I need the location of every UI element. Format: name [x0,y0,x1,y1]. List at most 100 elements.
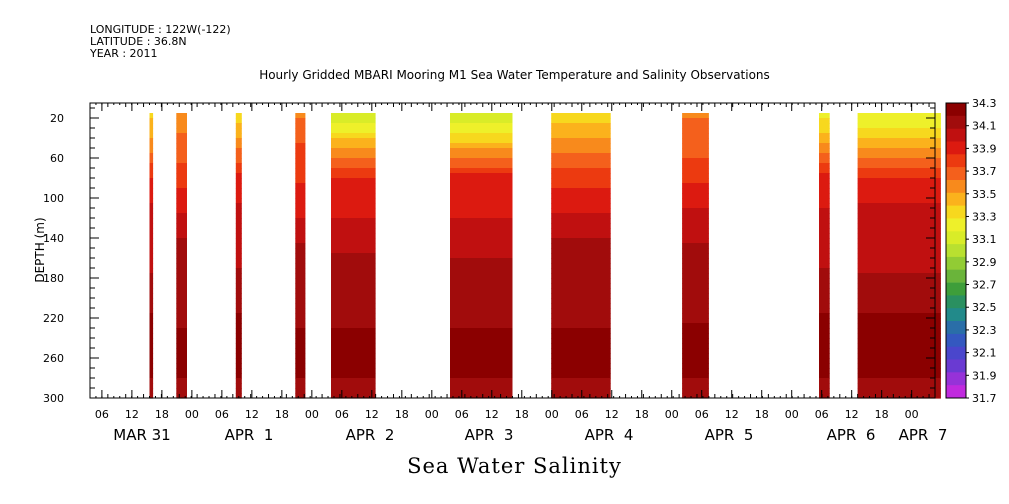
data-cell [551,298,611,304]
data-cell [235,323,242,329]
data-cell [295,338,306,344]
data-cell [235,283,242,289]
data-cell [235,333,242,339]
data-cell [551,303,611,309]
data-cell [331,153,376,159]
data-cell [819,218,830,224]
data-cell [819,158,830,164]
data-cell [295,178,306,184]
data-cell [682,168,709,174]
data-cell [819,173,830,179]
chart-title: Hourly Gridded MBARI Mooring M1 Sea Wate… [259,68,770,82]
data-cell [857,233,941,239]
data-cell [857,133,941,139]
data-cell [551,293,611,299]
data-cell [551,178,611,184]
data-cell [331,303,376,309]
data-cell [295,373,306,379]
data-cell [450,268,513,274]
data-cell [551,183,611,189]
data-cell [235,258,242,264]
data-cell [551,283,611,289]
colorbar-label: 31.7 [972,392,997,405]
x-tick-label: 18 [395,408,409,421]
data-cell [295,138,306,144]
data-cell [450,183,513,189]
data-cell [551,168,611,174]
x-tick-label: 00 [665,408,679,421]
data-cell [857,163,941,169]
data-cell [682,193,709,199]
data-cell [149,138,154,144]
data-cell [149,118,154,124]
data-cell [149,393,154,399]
data-cell [857,308,941,314]
data-cell [149,188,154,194]
data-cell [450,293,513,299]
data-cell [857,293,941,299]
data-cell [295,118,306,124]
year-label: YEAR : 2011 [90,47,158,60]
data-cell [235,203,242,209]
y-tick-label: 100 [43,192,64,205]
x-tick-label: 18 [155,408,169,421]
data-cell [857,303,941,309]
data-cell [295,153,306,159]
data-cell [331,308,376,314]
data-cell [149,233,154,239]
data-cell [857,363,941,369]
data-cell [819,203,830,209]
colorbar-swatch [946,308,966,322]
data-cell [331,363,376,369]
data-cell [819,153,830,159]
data-cell [857,368,941,374]
colorbar-label: 34.3 [972,97,997,110]
data-cell [682,238,709,244]
data-cell [551,373,611,379]
data-cell [551,233,611,239]
x-tick-label: 18 [515,408,529,421]
data-cell [682,288,709,294]
data-cell [176,133,187,139]
data-cell [819,343,830,349]
colorbar-label: 32.3 [972,324,997,337]
data-cell [331,233,376,239]
data-cell [819,348,830,354]
data-cell [551,198,611,204]
data-cell [235,118,242,124]
data-cell [295,203,306,209]
data-cell [819,288,830,294]
data-cell [857,268,941,274]
data-cell [176,373,187,379]
data-cell [857,373,941,379]
data-cell [682,278,709,284]
data-cell [149,223,154,229]
data-cell [819,163,830,169]
data-cell [857,348,941,354]
data-cell [235,383,242,389]
data-cell [295,353,306,359]
colorbar-label: 34.1 [972,120,997,133]
data-cell [450,158,513,164]
data-cell [295,218,306,224]
data-cell [819,283,830,289]
colorbar-swatch [946,154,966,168]
data-cell [682,133,709,139]
data-cell [819,198,830,204]
y-tick-label: 300 [43,392,64,405]
data-cell [331,263,376,269]
data-cell [176,343,187,349]
data-cell [450,348,513,354]
data-cell [295,128,306,134]
colorbar-frame [945,102,967,399]
data-cell [551,158,611,164]
data-cell [450,238,513,244]
data-cell [682,118,709,124]
data-cell [819,388,830,394]
data-cell [450,138,513,144]
data-cell [331,138,376,144]
data-cell [176,293,187,299]
data-segment [551,113,611,399]
data-cell [176,363,187,369]
data-cell [682,213,709,219]
